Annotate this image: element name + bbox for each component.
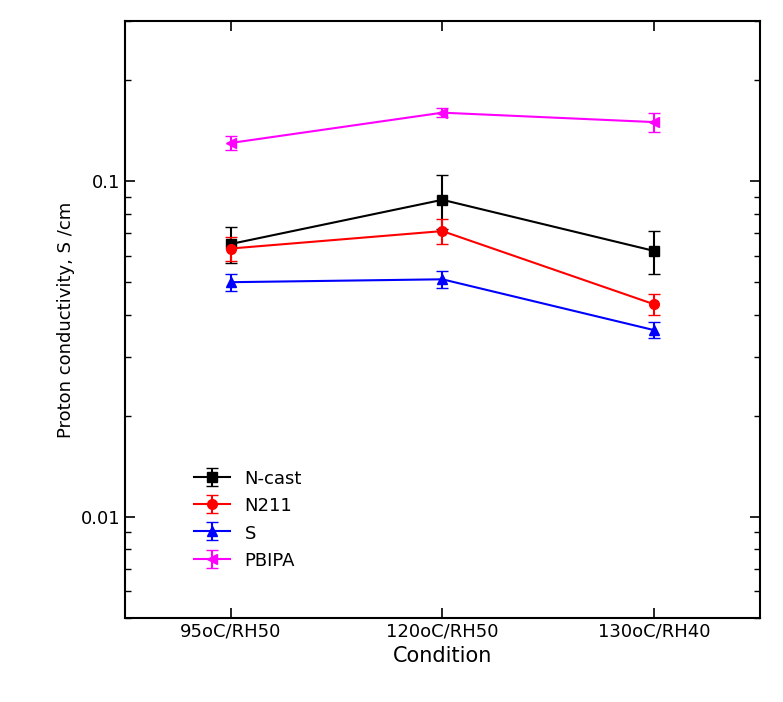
Legend: N-cast, N211, S, PBIPA: N-cast, N211, S, PBIPA	[185, 461, 311, 579]
Y-axis label: Proton conductivity, S /cm: Proton conductivity, S /cm	[57, 201, 75, 437]
X-axis label: Condition: Condition	[393, 646, 492, 666]
